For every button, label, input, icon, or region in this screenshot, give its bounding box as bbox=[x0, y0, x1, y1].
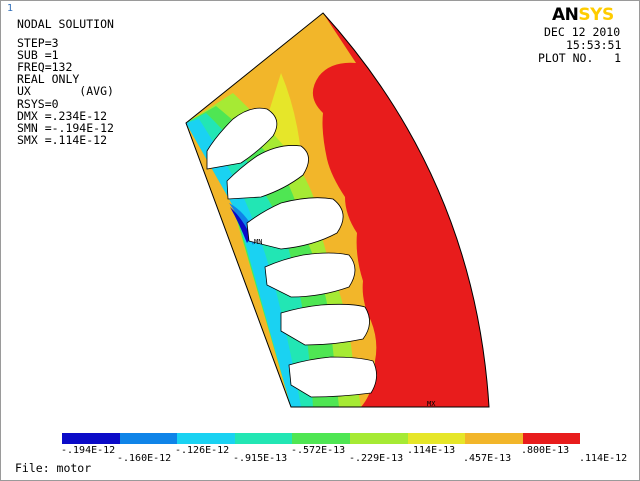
legend-swatch-2 bbox=[177, 433, 235, 444]
info-substep: SUB =1 bbox=[17, 48, 59, 62]
legend-label-8: .800E-13 bbox=[521, 445, 570, 456]
plot-time: 15:53:51 bbox=[566, 38, 622, 52]
info-real-only: REAL ONLY bbox=[17, 72, 80, 86]
legend-label-2: -.126E-12 bbox=[175, 445, 230, 456]
legend-swatch-3 bbox=[234, 433, 293, 444]
slot-3 bbox=[246, 197, 344, 250]
logo-text-an: AN bbox=[552, 5, 579, 25]
legend-label-9: .114E-12 bbox=[579, 453, 628, 464]
legend-swatch-8 bbox=[522, 433, 581, 444]
slot-4 bbox=[264, 252, 356, 298]
contour-cyan-region bbox=[186, 119, 301, 407]
legend-label-3: -.915E-13 bbox=[233, 453, 288, 464]
info-rsys: RSYS=0 bbox=[17, 97, 59, 111]
slot-5 bbox=[280, 303, 370, 346]
plot-date: DEC 12 2010 bbox=[544, 25, 621, 39]
window-number: 1 bbox=[7, 3, 14, 14]
legend-color-bar bbox=[62, 433, 581, 444]
legend-label-1: -.160E-12 bbox=[117, 453, 172, 464]
ansys-logo: ANSYS bbox=[552, 5, 614, 25]
slot-6 bbox=[288, 356, 377, 398]
legend-swatch-5 bbox=[349, 433, 408, 444]
legend-label-6: .114E-13 bbox=[407, 445, 456, 456]
legend-swatch-0 bbox=[62, 433, 120, 444]
max-node-marker: MX bbox=[427, 400, 436, 408]
slot-2 bbox=[226, 145, 309, 200]
info-dmx: DMX =.234E-12 bbox=[17, 109, 108, 123]
legend-label-4: -.572E-13 bbox=[291, 445, 346, 456]
min-node-marker: MN bbox=[254, 238, 262, 246]
info-title: NODAL SOLUTION bbox=[17, 17, 114, 31]
legend-label-5: -.229E-13 bbox=[349, 453, 404, 464]
contour-red-region bbox=[312, 13, 489, 407]
legend-label-7: .457E-13 bbox=[463, 453, 512, 464]
slot-group bbox=[206, 107, 377, 398]
info-step: STEP=3 bbox=[17, 36, 59, 50]
legend-swatch-1 bbox=[119, 433, 178, 444]
info-result-item: UX (AVG) bbox=[17, 84, 114, 98]
info-frequency: FREQ=132 bbox=[17, 60, 73, 74]
contour-darkblue-region bbox=[230, 207, 251, 243]
file-name: File: motor bbox=[15, 461, 92, 475]
sector-outline bbox=[185, 12, 490, 408]
info-smn: SMN =-.194E-12 bbox=[17, 121, 114, 135]
legend-swatch-7 bbox=[465, 433, 523, 444]
legend-swatch-4 bbox=[292, 433, 350, 444]
slot-1 bbox=[206, 107, 278, 170]
logo-text-sys: SYS bbox=[578, 5, 614, 25]
plot-number: PLOT NO. 1 bbox=[538, 51, 622, 65]
info-smx: SMX =.114E-12 bbox=[17, 133, 108, 147]
legend-label-0: -.194E-12 bbox=[61, 445, 116, 456]
legend-swatch-6 bbox=[407, 433, 466, 444]
